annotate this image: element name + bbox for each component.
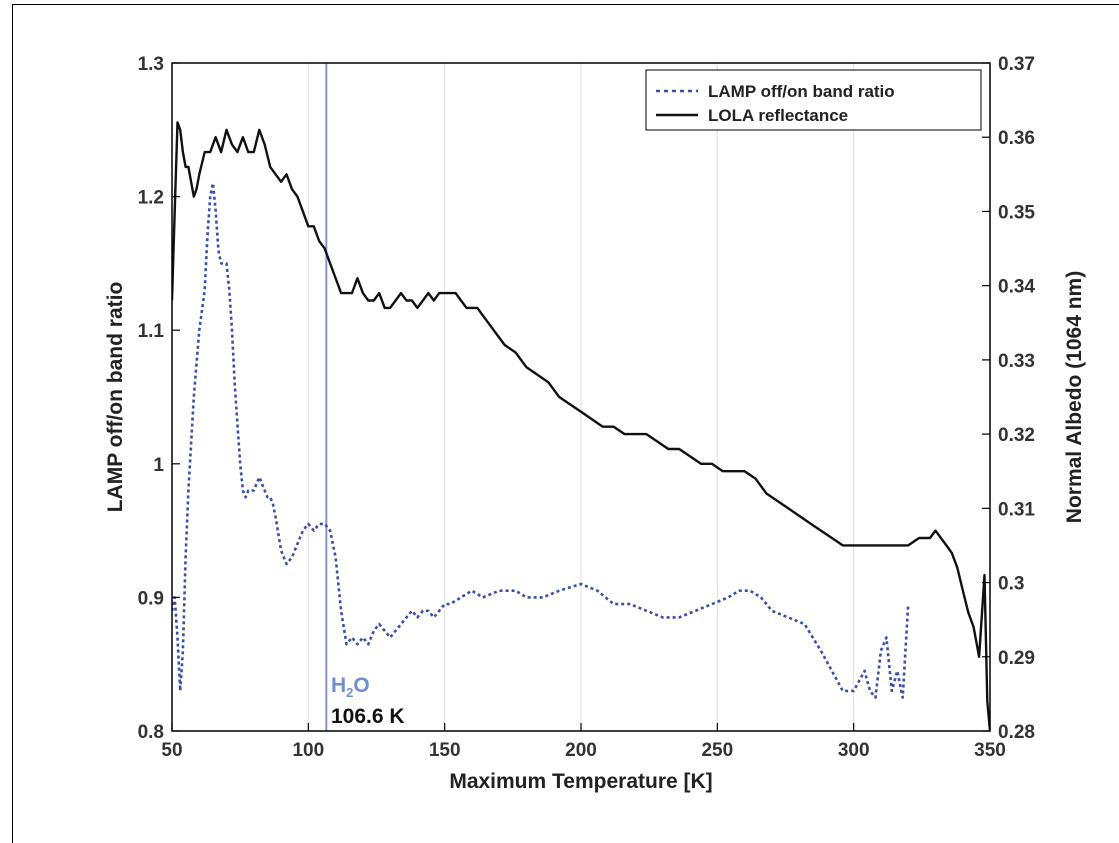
y-right-tick-label-5: 0.33: [998, 351, 1035, 372]
legend: LAMP off/on band ratio LOLA reflectance: [645, 69, 982, 131]
x-tick-label-6: 350: [974, 740, 1006, 761]
x-tick-label-5: 300: [838, 740, 870, 761]
y-left-tick-label-0: 0.8: [138, 722, 164, 743]
y-left-tick-label-5: 1.3: [138, 54, 164, 75]
x-tick-label-0: 50: [161, 740, 182, 761]
y-right-tick-label-4: 0.32: [998, 425, 1035, 446]
grid-lines: [307, 63, 855, 731]
series-line-lola: [172, 121, 990, 731]
x-tick-label-2: 150: [429, 740, 461, 761]
y-right-axis-ticks: 0.28 0.29 0.3 0.31 0.32 0.33 0.34 0.35 0.36 0.37: [982, 54, 1035, 743]
series-layer: [172, 121, 990, 731]
legend-box: [645, 69, 982, 131]
legend-label-lamp: LAMP off/on band ratio: [708, 82, 895, 101]
h2o-temperature-label: 106.6 K: [331, 705, 405, 728]
y-right-tick-label-3: 0.31: [998, 499, 1035, 520]
frame-border-top: [12, 4, 1119, 5]
x-tick-label-4: 250: [701, 740, 733, 761]
y-right-tick-label-6: 0.34: [998, 277, 1035, 298]
h2o-label: H2O: [331, 674, 370, 700]
y-right-tick-label-8: 0.36: [998, 128, 1035, 149]
y-left-axis-title: LAMP off/on band ratio: [104, 282, 127, 513]
y-left-tick-label-2: 1: [153, 455, 164, 476]
y-right-tick-label-9: 0.37: [998, 54, 1035, 75]
y-right-tick-label-1: 0.29: [998, 648, 1035, 669]
y-left-tick-label-3: 1.1: [138, 321, 165, 342]
y-left-axis-ticks: 0.8 0.9 1 1.1 1.2 1.3: [138, 54, 180, 743]
y-right-tick-label-7: 0.35: [998, 202, 1035, 223]
y-left-tick-label-4: 1.2: [138, 188, 164, 209]
y-right-tick-label-2: 0.3: [998, 574, 1024, 595]
series-line-lamp: [172, 181, 910, 699]
y-left-tick-label-1: 0.9: [138, 588, 164, 609]
x-tick-label-1: 100: [292, 740, 324, 761]
legend-label-lola: LOLA reflectance: [708, 106, 848, 125]
frame-border-left: [12, 4, 13, 843]
x-tick-label-3: 200: [565, 740, 597, 761]
x-axis-title: Maximum Temperature [K]: [449, 770, 712, 793]
y-right-tick-label-0: 0.28: [998, 722, 1035, 743]
x-axis-ticks: 50 100 150 200 250 300 350: [161, 723, 1006, 761]
y-right-axis-title: Normal Albedo (1064 nm): [1063, 271, 1086, 523]
